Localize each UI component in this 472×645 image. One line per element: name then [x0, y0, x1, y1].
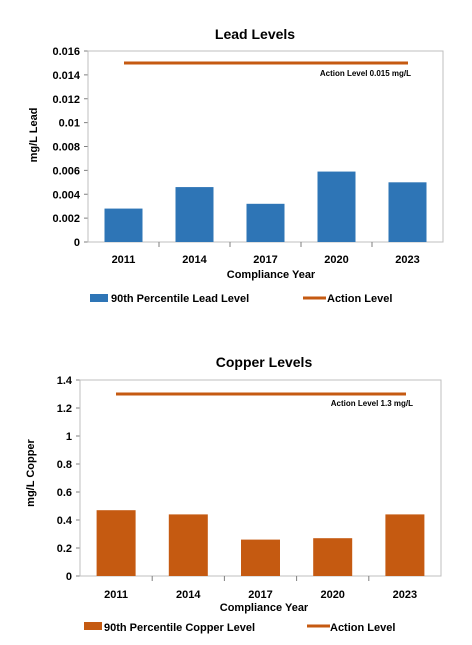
y-tick-label: 1 [66, 431, 72, 443]
y-tick-label: 0.016 [52, 46, 80, 58]
legend-swatch-series [84, 622, 102, 630]
legend-label-series: 90th Percentile Copper Level [104, 622, 255, 634]
action-level-label: Action Level 0.015 mg/L [320, 69, 411, 78]
x-tick-label: 2011 [104, 589, 128, 601]
y-tick-label: 0.8 [57, 459, 72, 471]
bar-2017 [241, 539, 280, 576]
y-tick-label: 0.6 [57, 487, 72, 499]
bar-2023 [385, 514, 425, 576]
plot-area: 2011 2014 2017 2020 2023 [87, 50, 444, 266]
y-tick-label: 0.008 [52, 142, 80, 154]
y-tick-label: 0.2 [57, 543, 72, 555]
lead-levels-chart: Lead Levels 0 0.002 0.004 0.006 0.008 0.01 0.0… [28, 26, 444, 305]
x-tick-label: 2017 [248, 589, 272, 601]
y-tick-label: 0.006 [52, 165, 80, 177]
bar-2011 [104, 208, 143, 242]
y-tick-label: 0 [66, 571, 72, 583]
bar-2023 [388, 182, 427, 242]
x-tick-label: 2020 [324, 254, 348, 266]
x-axis-label: Compliance Year [227, 269, 316, 281]
y-tick-label: 1.4 [57, 375, 73, 387]
x-tick-label: 2023 [395, 254, 419, 266]
y-tick-label: 0.4 [57, 515, 73, 527]
copper-levels-chart: Copper Levels 00.20.40.60.811.21.4 2011 2… [25, 354, 442, 634]
bar-2020 [313, 538, 353, 576]
x-axis-label: Compliance Year [220, 602, 309, 614]
plot-area: 2011 2014 2017 2020 2023 [79, 379, 442, 601]
legend-label-action-level: Action Level [330, 622, 395, 634]
x-tick-label: 2020 [320, 589, 344, 601]
bar-2014 [168, 514, 208, 576]
legend-label-action-level: Action Level [327, 293, 392, 305]
action-level-label: Action Level 1.3 mg/L [331, 399, 413, 408]
y-tick-label: 1.2 [57, 403, 72, 415]
y-tick-label: 0.012 [52, 94, 80, 106]
chart-title: Lead Levels [215, 26, 295, 42]
x-tick-label: 2014 [176, 589, 201, 601]
bar-2014 [175, 187, 214, 242]
x-tick-label: 2014 [182, 254, 207, 266]
y-axis-ticks: 0 0.002 0.004 0.006 0.008 0.01 0.012 0.014 0.016 [52, 46, 88, 249]
bar-2017 [246, 203, 285, 242]
y-tick-label: 0.014 [52, 70, 80, 82]
legend: 90th Percentile Lead Level Action Level [90, 293, 392, 305]
x-tick-label: 2023 [393, 589, 417, 601]
bar-2020 [317, 171, 356, 242]
legend-label-series: 90th Percentile Lead Level [111, 293, 249, 305]
legend: 90th Percentile Copper Level Action Leve… [84, 622, 395, 634]
y-tick-label: 0.01 [59, 118, 80, 130]
y-axis-label: mg/L Lead [28, 108, 40, 163]
x-tick-label: 2011 [112, 254, 136, 266]
y-tick-label: 0 [74, 237, 80, 249]
chart-title: Copper Levels [216, 354, 313, 370]
y-tick-label: 0.004 [52, 189, 80, 201]
legend-swatch-series [90, 294, 108, 302]
x-tick-label: 2017 [253, 254, 277, 266]
y-axis-ticks: 0 0.2 0.4 0.6 0.8 1 1.2 1.4 [57, 375, 80, 583]
y-tick-label: 0.002 [52, 213, 80, 225]
y-axis-label: mg/L Copper [25, 438, 37, 506]
bar-2011 [96, 510, 136, 576]
